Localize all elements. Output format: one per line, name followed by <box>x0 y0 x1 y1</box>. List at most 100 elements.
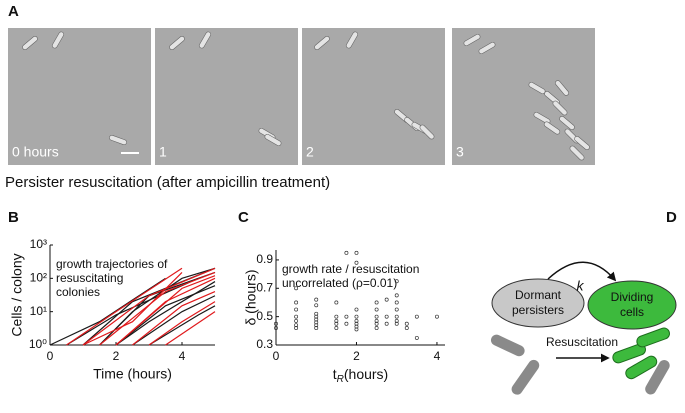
point <box>354 321 359 326</box>
cell <box>636 327 670 348</box>
x-axis-label: tR(hours) <box>333 366 388 385</box>
micrograph <box>452 28 595 165</box>
cell <box>533 111 551 125</box>
node-label: Dormant <box>515 288 562 302</box>
point <box>314 326 319 330</box>
annotation: growth trajectories of <box>56 257 168 271</box>
point <box>314 320 319 325</box>
rate-arrow <box>547 261 617 282</box>
x-axis-label-part: R <box>337 374 344 385</box>
cell <box>51 31 65 49</box>
cell <box>419 124 435 140</box>
point <box>384 297 389 302</box>
point <box>314 297 319 302</box>
cell <box>528 81 546 95</box>
point <box>334 318 339 323</box>
point <box>414 314 419 319</box>
point <box>294 300 299 305</box>
point <box>294 323 299 328</box>
cell <box>625 355 658 380</box>
point <box>294 318 299 323</box>
annotation: growth rate / resuscitation <box>282 262 419 276</box>
cell <box>463 33 481 47</box>
point <box>384 321 389 326</box>
point <box>394 293 399 298</box>
y-axis-label: δ (hours) <box>243 269 259 325</box>
frame-label: 1 <box>159 144 167 160</box>
point <box>354 307 359 312</box>
point <box>374 318 379 323</box>
point <box>294 326 299 330</box>
point <box>354 318 359 323</box>
frame-label: 3 <box>456 144 464 160</box>
cell <box>109 134 127 146</box>
panel-label: A <box>8 3 19 20</box>
point <box>314 311 319 316</box>
point <box>314 317 319 322</box>
annotation: resuscitating <box>56 271 123 285</box>
point <box>394 321 399 326</box>
point <box>314 303 319 308</box>
micrograph <box>302 28 445 165</box>
point <box>394 314 399 319</box>
arrow-label: Resuscitation <box>546 335 618 349</box>
point <box>374 321 379 326</box>
x-tick-label: 0 <box>47 349 54 363</box>
trajectory <box>132 295 216 346</box>
x-axis-label-part: (hours) <box>344 366 388 382</box>
panel-label: B <box>8 209 19 226</box>
point <box>374 300 379 305</box>
cell <box>552 100 568 116</box>
cell <box>264 133 282 147</box>
point <box>394 279 399 284</box>
point <box>404 326 409 330</box>
point <box>354 250 359 255</box>
y-tick-label: 0.7 <box>256 280 273 294</box>
trajectory <box>115 275 216 346</box>
point <box>334 326 339 330</box>
y-tick-label: 0.5 <box>256 309 273 323</box>
trajectory <box>82 267 216 346</box>
trajectory <box>66 277 199 346</box>
trajectory <box>49 277 166 346</box>
trajectory <box>148 301 216 346</box>
point <box>374 326 379 330</box>
panel-label: C <box>238 209 249 226</box>
trajectory <box>132 291 216 346</box>
point <box>374 307 379 312</box>
cell <box>555 80 569 96</box>
cell <box>314 36 330 50</box>
panel-label: D <box>666 209 677 226</box>
point <box>274 321 278 326</box>
cell <box>511 359 540 395</box>
y-tick-label: 10¹ <box>30 304 47 318</box>
x-tick-label: 4 <box>179 349 186 363</box>
y-tick-label: 0.9 <box>256 252 273 266</box>
annotation: uncorrelated (ρ=0.01) <box>282 276 397 290</box>
cell <box>612 343 646 364</box>
y-axis-label: Cells / colony <box>9 253 25 336</box>
trajectory <box>115 285 216 346</box>
cell <box>198 31 212 49</box>
x-axis-label: Time (hours) <box>93 366 172 382</box>
point <box>344 250 349 255</box>
trajectory <box>82 272 183 346</box>
node-label: Dividing <box>611 290 654 304</box>
cell <box>543 121 561 135</box>
trajectory <box>115 281 216 346</box>
point <box>344 314 349 319</box>
point <box>354 327 359 332</box>
y-tick-label: 10⁰ <box>29 337 47 351</box>
cell <box>169 36 185 50</box>
point <box>354 314 359 319</box>
point <box>294 307 299 312</box>
point <box>374 314 379 319</box>
dormant-node <box>491 278 585 328</box>
point <box>414 335 419 340</box>
point <box>334 314 339 319</box>
x-tick-label: 4 <box>434 349 441 363</box>
trajectory <box>99 267 216 346</box>
x-tick-label: 0 <box>273 349 280 363</box>
point <box>294 286 299 291</box>
micrograph-strip: 0 hours 1 2 3 <box>8 28 595 165</box>
